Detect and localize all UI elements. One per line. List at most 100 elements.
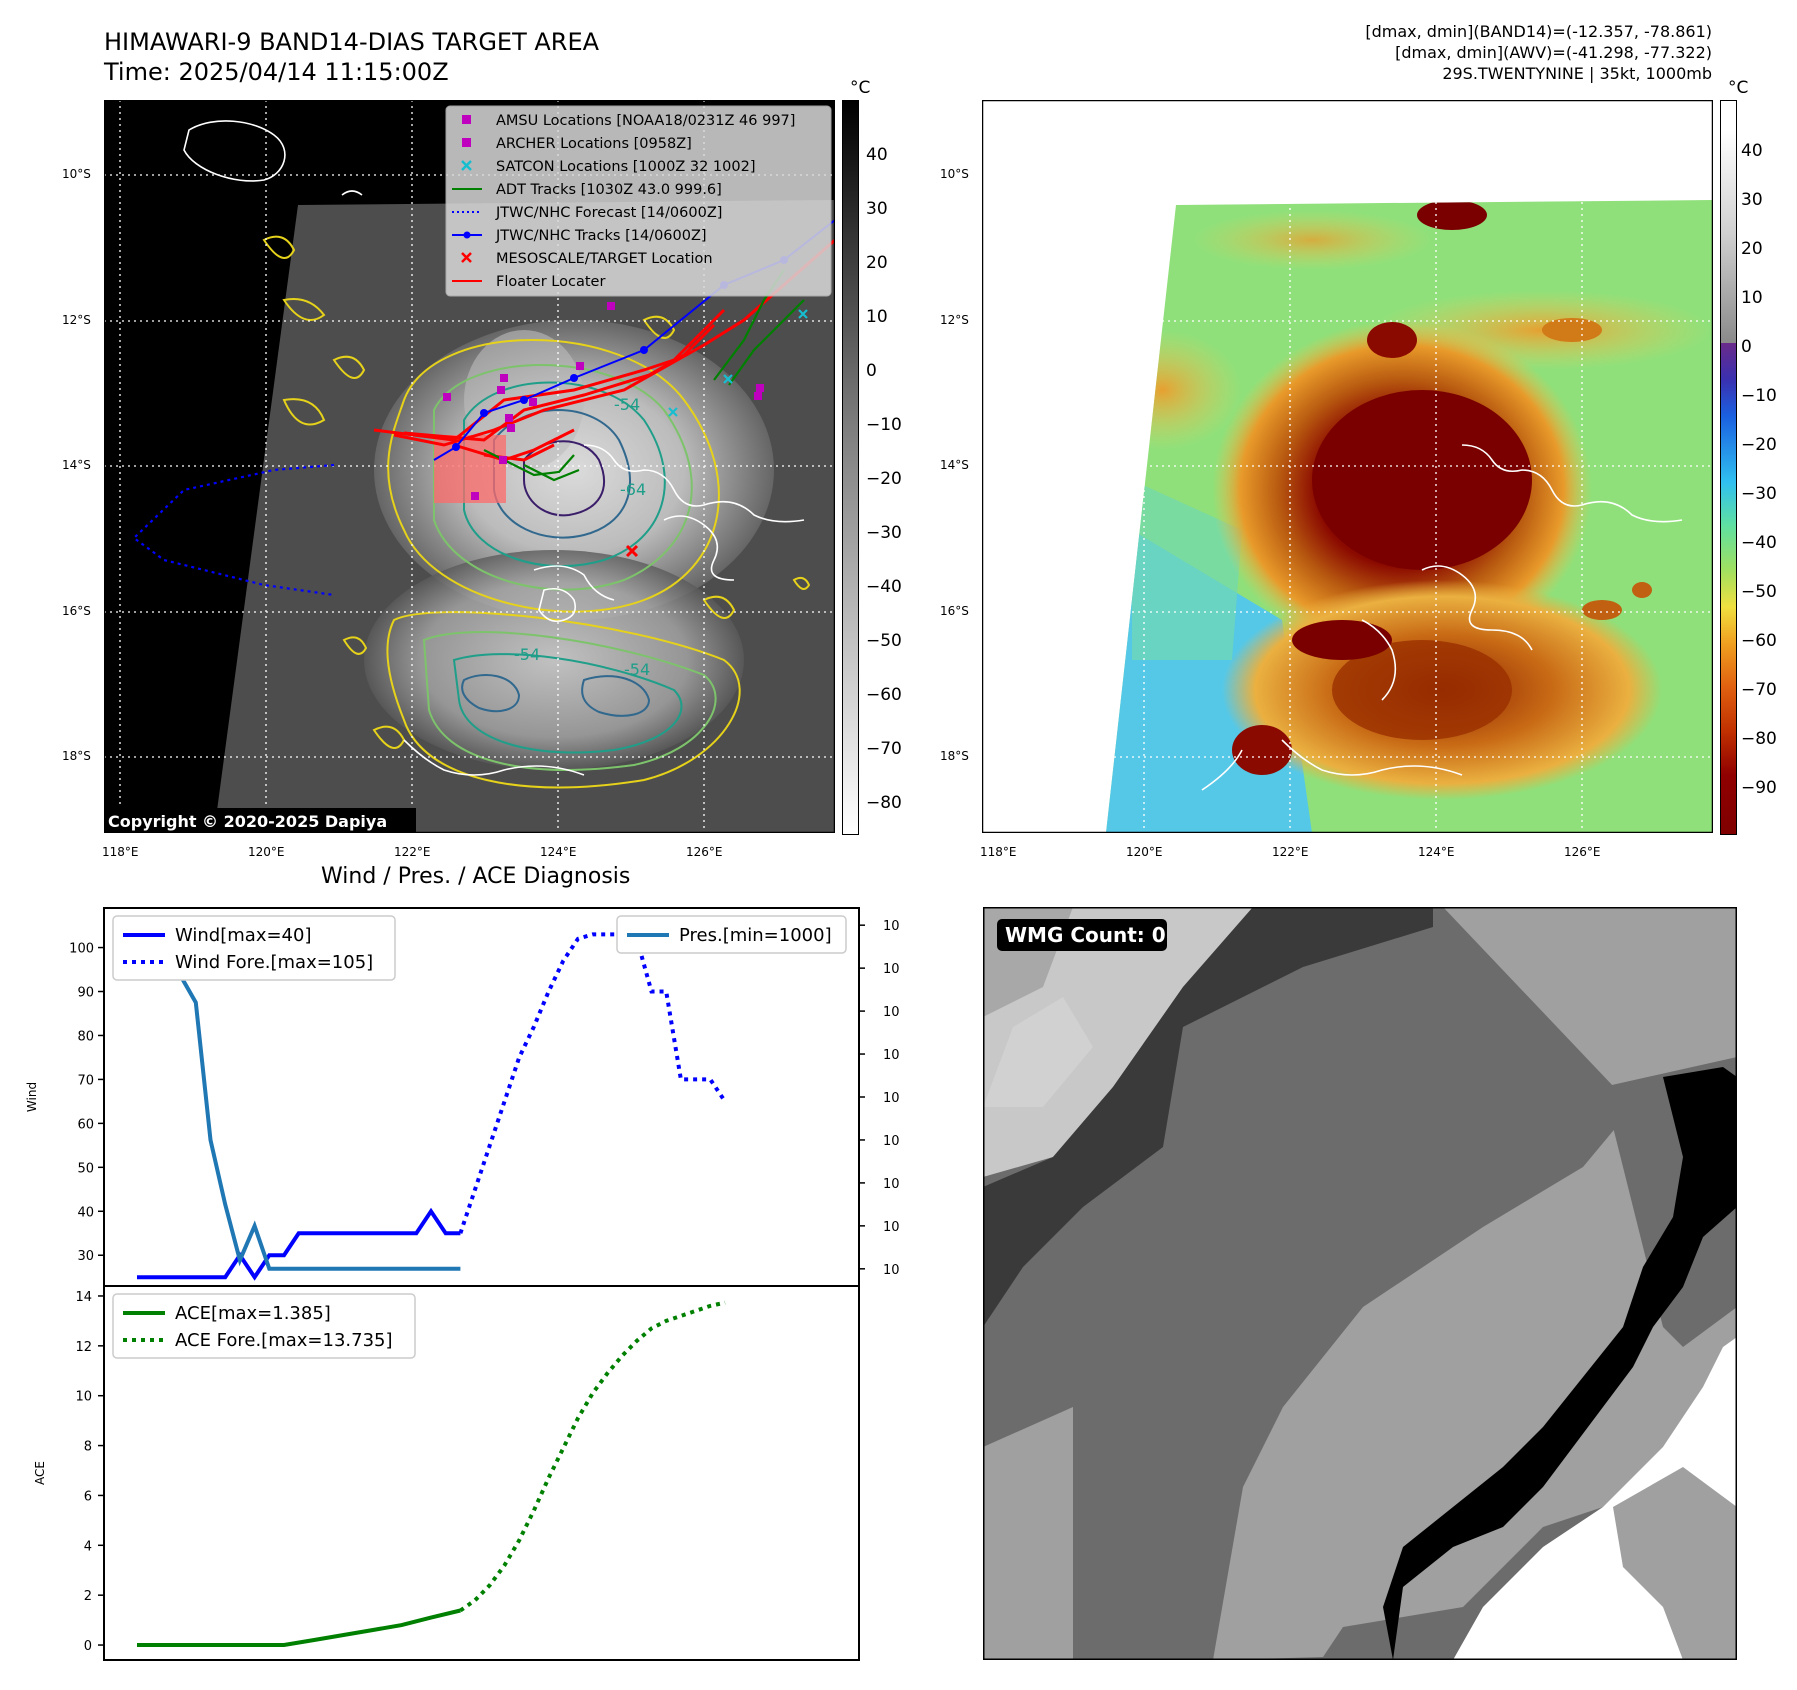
series-line-0 [137, 1207, 461, 1281]
ace-tick-label: 0 [84, 1639, 92, 1654]
legend-label: Wind Fore.[max=105] [175, 952, 373, 973]
awv-range: [dmax, dmin](AWV)=(-41.298, -77.322) [1395, 43, 1712, 62]
ace-series-line-1 [459, 1300, 726, 1613]
lat-label: 16°S [940, 604, 969, 618]
lat-label: 14°S [62, 458, 91, 472]
colorbar-unit: °C [1728, 78, 1749, 98]
lat-label: 10°S [940, 167, 969, 181]
pressure-tick-label: 1007 [883, 962, 900, 977]
wind-tick-label: 50 [77, 1161, 94, 1176]
map-grid [982, 100, 1713, 833]
colorbar-tick: 0 [1741, 337, 1752, 357]
colorbar-tick: −30 [1741, 484, 1777, 504]
contour-label: -54 [624, 660, 650, 679]
colorbar-tick: −40 [1741, 533, 1777, 553]
pressure-tick-label: 1004 [883, 1091, 900, 1106]
colorbar-tick: 0 [866, 361, 877, 381]
pressure-tick-label: 1000 [883, 1263, 900, 1278]
contour-label: -54 [514, 645, 540, 664]
pressure-tick-label: 1003 [883, 1134, 900, 1149]
legend-label: Pres.[min=1000] [679, 925, 832, 946]
colorbar-tick: −30 [866, 523, 902, 543]
colorbar-tick: −20 [1741, 435, 1777, 455]
colorbar-tick: 40 [1741, 141, 1763, 161]
target-box [434, 435, 506, 503]
lon-label: 118°E [980, 845, 1017, 859]
copyright: Copyright © 2020-2025 Dapiya [108, 812, 387, 831]
pressure-tick-label: 1005 [883, 1048, 900, 1063]
storm-info: 29S.TWENTYNINE | 35kt, 1000mb [1442, 64, 1712, 83]
pressure-tick-label: 1006 [883, 1005, 900, 1020]
satcon-markers [668, 309, 808, 417]
band14-range: [dmax, dmin](BAND14)=(-12.357, -78.861) [1365, 22, 1712, 41]
lon-label: 126°E [686, 845, 723, 859]
colorbar-tick: 20 [1741, 239, 1763, 259]
lon-label: 122°E [1272, 845, 1309, 859]
ir-map-panel: -64 -54 -54 -54 [104, 100, 835, 833]
wind-tick-label: 100 [69, 942, 94, 957]
legend-marker [461, 160, 472, 171]
chart-time: Time: 2025/04/14 11:15:00Z [104, 58, 449, 86]
ace-series-line-0 [137, 1608, 461, 1647]
wmg-panel: WMG Count: 0 [983, 907, 1737, 1660]
colorbar-right [1720, 100, 1737, 835]
wind-tick-label: 60 [77, 1117, 94, 1132]
colorbar-tick: −10 [1741, 386, 1777, 406]
contour-label: -54 [614, 395, 640, 414]
pressure-tick-label: 1001 [883, 1220, 900, 1235]
legend-marker [461, 252, 472, 263]
legend-label: JTWC/NHC Tracks [14/0600Z] [495, 228, 707, 244]
ace-tick-label: 14 [75, 1290, 92, 1305]
wind-tick-label: 30 [77, 1249, 94, 1264]
wind-tick-label: 90 [77, 986, 94, 1001]
colorbar-tick: −80 [1741, 729, 1777, 749]
colorbar-tick: −70 [866, 739, 902, 759]
lon-label: 122°E [394, 845, 431, 859]
pressure-tick-label: 1008 [883, 919, 900, 934]
ace-tick-label: 8 [84, 1440, 92, 1455]
lat-label: 16°S [62, 604, 91, 618]
ace-tick-label: 12 [75, 1340, 92, 1355]
colorbar-tick: −50 [1741, 582, 1777, 602]
wmg-count-badge [997, 919, 1167, 951]
ace-tick-label: 6 [84, 1489, 92, 1504]
wind-tick-label: 70 [77, 1073, 94, 1088]
ace-axis-label: ACE [33, 1461, 47, 1485]
lat-label: 12°S [940, 313, 969, 327]
ace-tick-label: 4 [84, 1539, 92, 1554]
series-line-2 [135, 924, 461, 1271]
lon-label: 124°E [1418, 845, 1455, 859]
legend-label: JTWC/NHC Forecast [14/0600Z] [495, 205, 722, 221]
legend-label: ADT Tracks [1030Z 43.0 999.6] [496, 182, 722, 198]
wind-tick-label: 80 [77, 1029, 94, 1044]
ace-tick-label: 2 [84, 1589, 92, 1604]
legend-label: MESOSCALE/TARGET Location [496, 251, 713, 267]
colorbar-tick: 30 [1741, 190, 1763, 210]
wmg-count: WMG Count: 0 [1005, 923, 1166, 947]
amsu-archer-markers [443, 302, 764, 500]
legend-marker [462, 115, 471, 124]
legend-label: ARCHER Locations [0958Z] [496, 136, 692, 152]
lon-label: 124°E [540, 845, 577, 859]
lon-label: 120°E [1126, 845, 1163, 859]
colorbar-tick: 30 [866, 199, 888, 219]
colorbar-tick: 10 [866, 307, 888, 327]
colorbar-tick: −80 [866, 793, 902, 813]
pressure-tick-label: 1002 [883, 1177, 900, 1192]
lat-label: 18°S [62, 749, 91, 763]
wind-tick-label: 40 [77, 1205, 94, 1220]
lat-label: 14°S [940, 458, 969, 472]
colorbar-unit: °C [850, 78, 871, 98]
chart-legend [112, 1293, 416, 1359]
lat-label: 10°S [62, 167, 91, 181]
legend-marker [452, 231, 482, 239]
colorbar-tick: −40 [866, 577, 902, 597]
legend-label: ACE Fore.[max=13.735] [175, 1330, 393, 1351]
lat-label: 12°S [62, 313, 91, 327]
contour-label: -64 [620, 480, 646, 499]
awv-map-panel [982, 100, 1713, 833]
colorbar-tick: 40 [866, 145, 888, 165]
colorbar-tick: −60 [866, 685, 902, 705]
copyright-bg [104, 808, 416, 833]
wind-axis-label: Wind [25, 1082, 39, 1112]
